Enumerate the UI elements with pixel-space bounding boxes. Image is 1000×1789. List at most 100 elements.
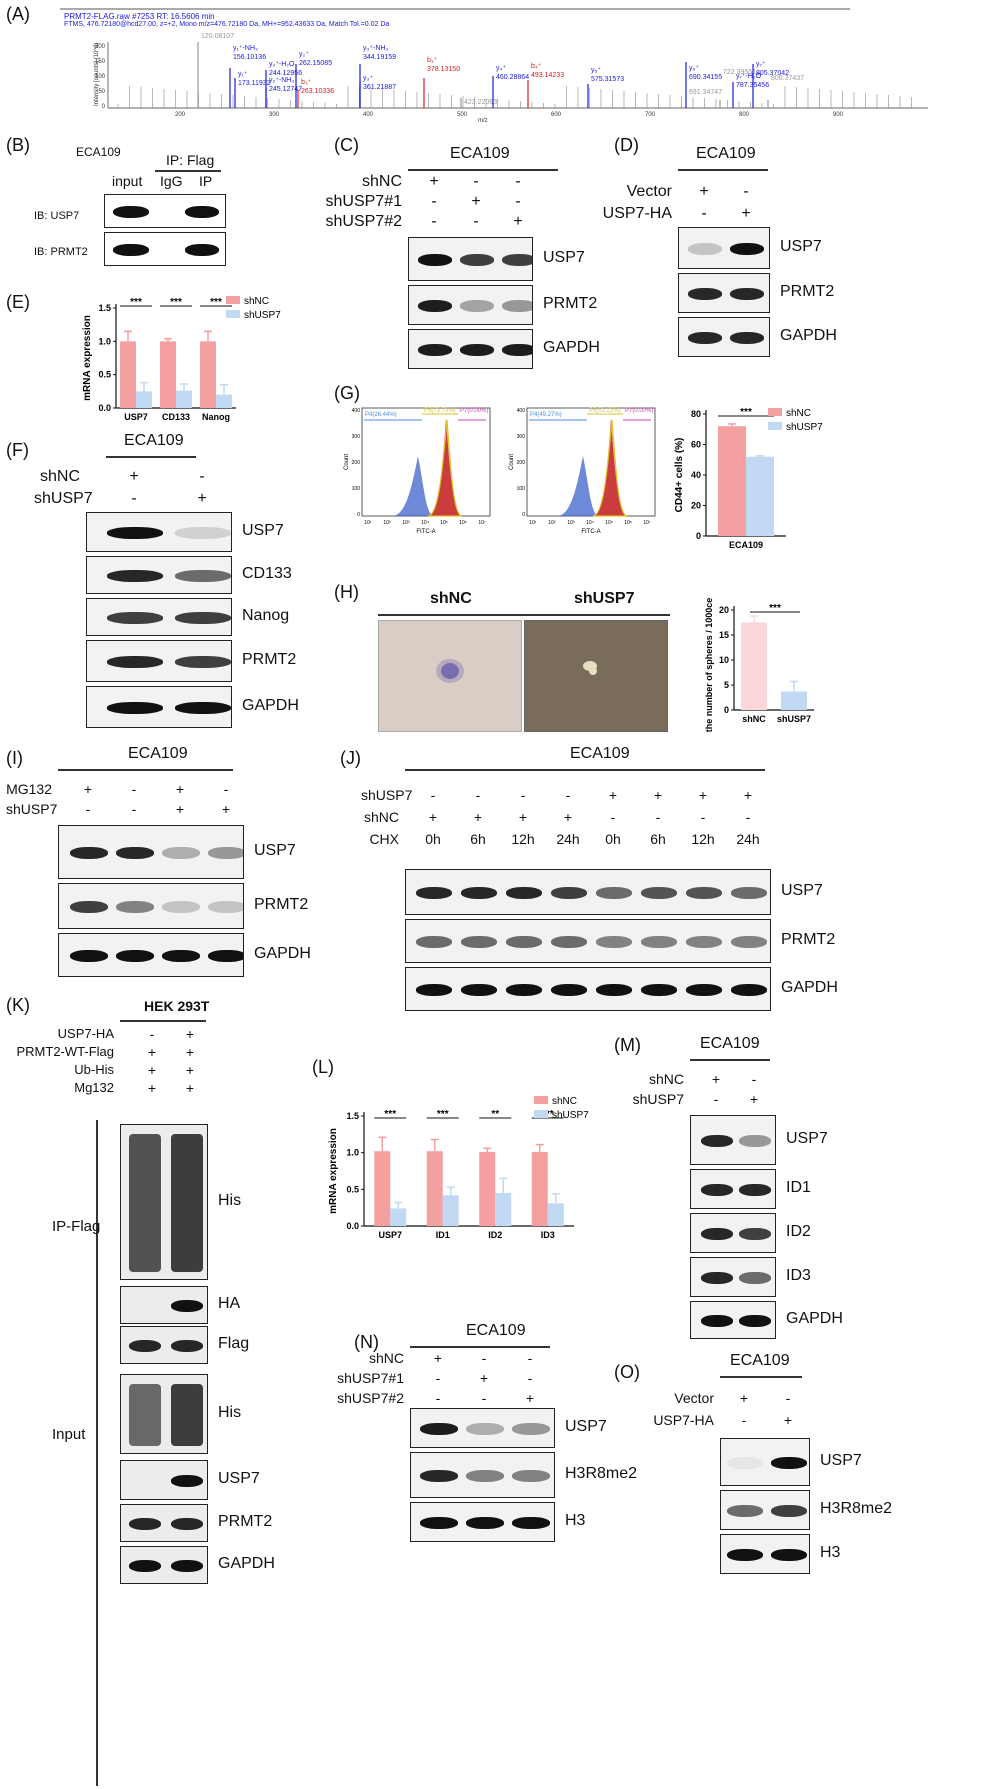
band xyxy=(129,1384,161,1446)
condition-sign: + xyxy=(185,1062,195,1078)
y-tick-label: 100 xyxy=(517,486,526,492)
band xyxy=(208,847,243,859)
condition-sign: - xyxy=(430,787,436,803)
x-tick-label: CD133 xyxy=(162,412,190,422)
condition-label: USP7-HA xyxy=(653,1412,714,1428)
ms-peak-mz: 722.39551 xyxy=(723,69,756,76)
ms-peak-mz: 805.37042 xyxy=(756,70,789,77)
y-tick-label: 40 xyxy=(691,470,701,480)
x-tick-label: 10⁵ xyxy=(605,520,613,526)
y-tick-label: 80 xyxy=(691,409,701,419)
ms-peak-mz: 361.21887 xyxy=(363,84,396,91)
ms-xtick: 700 xyxy=(645,112,656,118)
x-tick-label: 10² xyxy=(548,520,556,526)
band xyxy=(550,936,588,948)
band xyxy=(459,344,495,356)
x-tick-label: 10⁷ xyxy=(478,520,486,526)
blot-label: ID2 xyxy=(786,1223,811,1240)
condition-sign: + xyxy=(175,781,185,797)
band xyxy=(770,1549,808,1561)
band xyxy=(505,887,543,899)
ms-peak-ion: y₁⁺ xyxy=(238,71,248,78)
cell-line-label: ECA109 xyxy=(570,745,630,762)
flow-histogram-shusp7: FITC-A Count 10¹ 10² 10³ 10⁴ 10⁵ 10⁶ 10⁷ 400 300 20… xyxy=(509,407,656,533)
bar xyxy=(200,341,216,408)
condition-sign: + xyxy=(428,809,438,825)
ms-peak-ion: y₂⁺-NH₃ xyxy=(269,77,294,84)
condition-sign: + xyxy=(699,183,709,200)
blot-label: USP7 xyxy=(786,1130,828,1147)
band xyxy=(739,1228,771,1240)
y-tick-label: 200 xyxy=(517,460,526,466)
band xyxy=(685,936,723,948)
condition-sign: - xyxy=(131,801,137,817)
cell-line-label: ECA109 xyxy=(124,432,184,449)
bar xyxy=(718,426,746,536)
band xyxy=(175,702,231,714)
band xyxy=(501,344,532,356)
cell-line-underline xyxy=(410,1346,550,1348)
blot-label: GAPDH xyxy=(242,697,299,714)
band xyxy=(687,243,723,255)
band xyxy=(116,950,154,962)
blot-label: H3 xyxy=(565,1512,586,1529)
condition-sign: - xyxy=(745,809,751,825)
band xyxy=(640,936,678,948)
blot-label: USP7 xyxy=(254,842,296,859)
band xyxy=(739,1315,771,1327)
panel-label-l: (L) xyxy=(312,1057,334,1077)
blot-label: GAPDH xyxy=(218,1555,275,1572)
ms-peak-ion: y₃⁺-NH₃ xyxy=(363,45,388,52)
ms-peak-ion: 120.08107 xyxy=(201,33,234,40)
blot-label: CD133 xyxy=(242,565,292,582)
y-axis-label: mRNA expression xyxy=(82,315,93,401)
ms-ylabel: Intensity [counts] (10^3) xyxy=(94,42,100,106)
ms-xtick: 400 xyxy=(363,112,374,118)
blot-label: PRMT2 xyxy=(780,283,835,300)
bar xyxy=(479,1151,496,1226)
y-tick-label: 300 xyxy=(517,434,526,440)
condition-sign: - xyxy=(700,809,706,825)
blot-label: His xyxy=(218,1404,242,1421)
band xyxy=(595,936,633,948)
ms-header-line2: FTMS, 476.72180@hcd27.00, z=+2, Mono m/z… xyxy=(64,21,390,28)
condition-sign: + xyxy=(749,1091,759,1107)
band xyxy=(129,1134,161,1272)
band xyxy=(770,1457,808,1469)
x-tick-label: shUSP7 xyxy=(777,714,811,724)
blot-label: USP7 xyxy=(781,882,823,899)
x-tick-label: shNC xyxy=(742,714,766,724)
condition-label: Mg132 xyxy=(74,1080,114,1095)
band xyxy=(171,1340,203,1352)
ms-xlabel: m/z xyxy=(478,118,488,124)
legend-label: shUSP7 xyxy=(552,1110,589,1121)
panel-label-m: (M) xyxy=(614,1035,641,1055)
x-tick-label: 10¹ xyxy=(529,520,537,526)
blot-label: ID1 xyxy=(786,1179,811,1196)
cell-line-label: HEK 293T xyxy=(144,998,210,1014)
band xyxy=(459,254,495,266)
ms-peak-mz: 423.22063 xyxy=(464,99,497,106)
ms-peak-ion: y₂⁺ xyxy=(299,51,309,58)
band xyxy=(687,288,723,300)
y-tick-label: 20 xyxy=(691,501,701,511)
band xyxy=(505,984,543,996)
panel-label-d: (D) xyxy=(614,135,639,155)
condition-sign: - xyxy=(435,1370,441,1386)
blot-usp7 xyxy=(690,1115,776,1165)
condition-sign: - xyxy=(655,809,661,825)
legend-swatch xyxy=(768,422,782,430)
condition-sign: - xyxy=(481,1390,487,1406)
band xyxy=(129,1340,161,1352)
ms-peak-ion: y₇⁺-H₂O xyxy=(736,73,762,80)
condition-sign: + xyxy=(743,787,753,803)
panel-label-b: (B) xyxy=(6,135,30,155)
blot-prmt2 xyxy=(405,919,771,963)
blot-prmt2 xyxy=(408,285,533,325)
band xyxy=(107,612,163,624)
ms-peak-mz: 263.10336 xyxy=(301,88,334,95)
condition-label: Ub-His xyxy=(74,1062,114,1077)
y-tick-label: 0 xyxy=(522,512,525,518)
bar xyxy=(390,1208,407,1226)
condition-sign: - xyxy=(751,1071,757,1087)
